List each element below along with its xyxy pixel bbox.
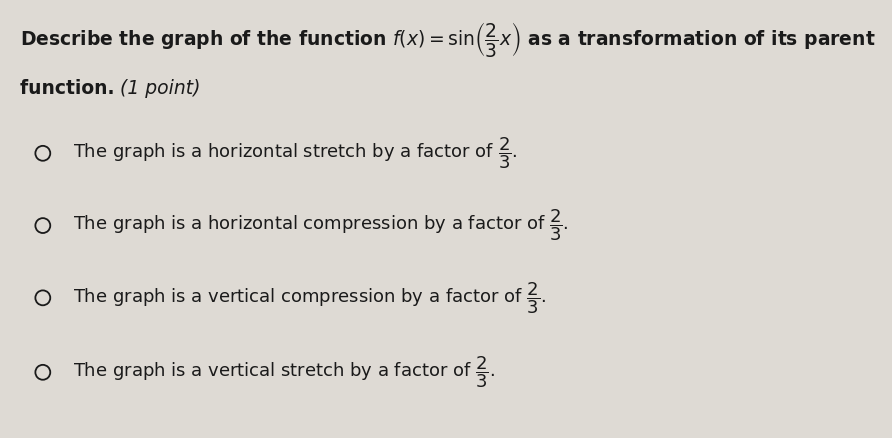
- Text: The graph is a vertical stretch by a factor of $\dfrac{2}{3}$.: The graph is a vertical stretch by a fac…: [73, 354, 495, 390]
- Text: The graph is a vertical compression by a factor of $\dfrac{2}{3}$.: The graph is a vertical compression by a…: [73, 280, 546, 316]
- Text: The graph is a horizontal stretch by a factor of $\dfrac{2}{3}$.: The graph is a horizontal stretch by a f…: [73, 135, 517, 171]
- Text: Describe the graph of the function $f(x) = \mathrm{sin}\left(\dfrac{2}{3}x\right: Describe the graph of the function $f(x)…: [20, 20, 875, 59]
- Text: function.: function.: [20, 79, 128, 98]
- Text: The graph is a horizontal compression by a factor of $\dfrac{2}{3}$.: The graph is a horizontal compression by…: [73, 208, 569, 244]
- Text: (1 point): (1 point): [120, 79, 200, 98]
